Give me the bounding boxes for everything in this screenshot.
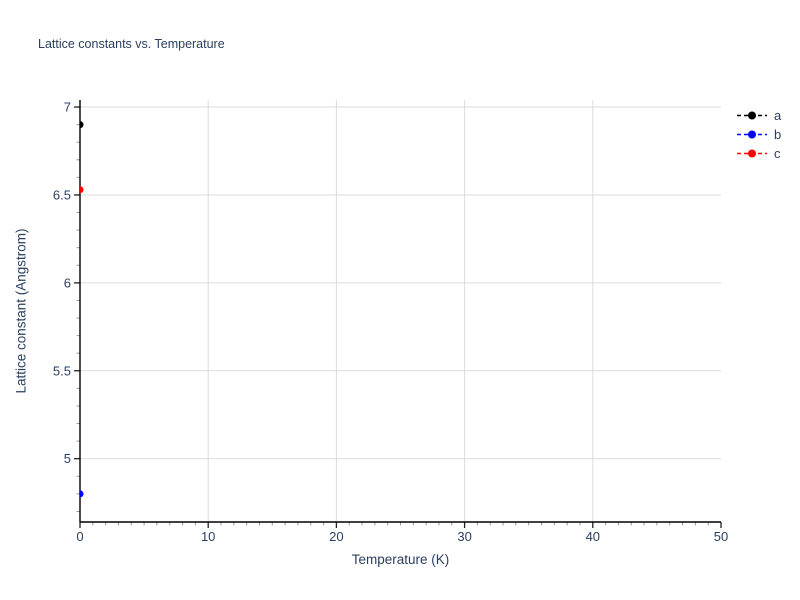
data-point-c [80,186,84,194]
y-tick-label: 6.5 [53,187,71,202]
data-point-b [80,490,84,498]
y-tick-label: 7 [64,100,71,115]
x-axis-label: Temperature (K) [351,552,450,567]
legend-item-c[interactable]: c [736,144,781,163]
legend-marker-icon [737,149,767,158]
x-tick-label: 0 [76,529,83,544]
x-tick-label: 10 [201,529,215,544]
legend-marker-icon [737,111,767,120]
legend-label: c [774,146,781,161]
chart-title: Lattice constants vs. Temperature [38,37,225,51]
legend-item-b[interactable]: b [736,125,781,144]
y-tick-label: 5 [64,451,71,466]
y-tick-label: 5.5 [53,363,71,378]
data-points-group [80,121,84,498]
x-tick-label: 20 [329,529,343,544]
y-axis-label: Lattice constant (Angstrom) [13,228,29,394]
legend-marker-icon [737,130,767,139]
y-tick-label: 6 [64,275,71,290]
legend-label: b [774,127,782,142]
x-tick-label: 50 [714,529,728,544]
data-point-a [80,121,84,129]
x-tick-label: 30 [457,529,471,544]
legend-label: a [774,108,782,123]
x-tick-label: 40 [586,529,600,544]
legend-item-a[interactable]: a [736,106,781,125]
